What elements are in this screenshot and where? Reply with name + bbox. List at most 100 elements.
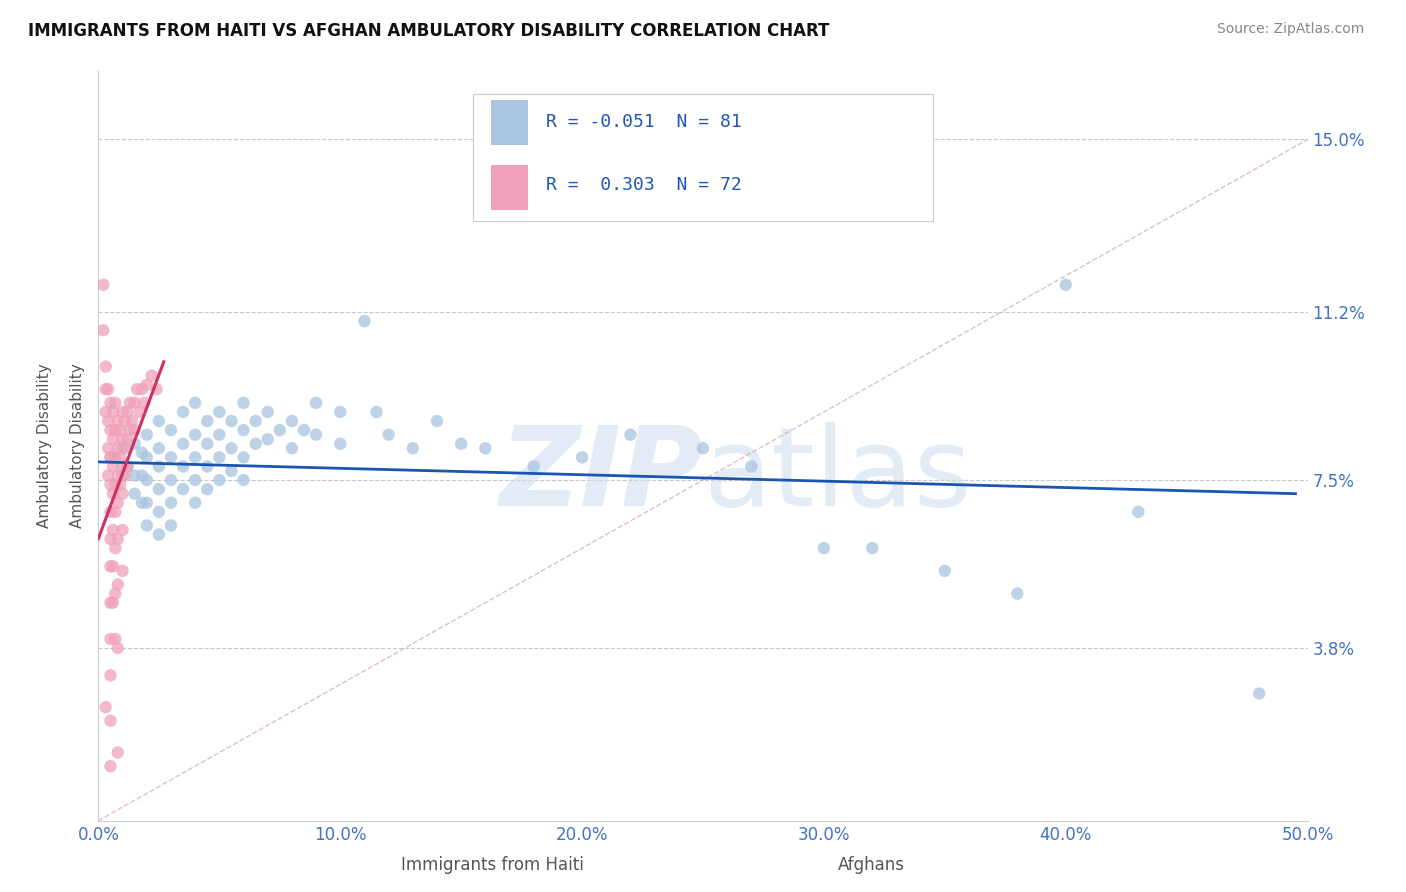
Point — [377, 427, 399, 442]
Point — [117, 405, 139, 419]
Point — [131, 468, 153, 483]
Point — [172, 405, 194, 419]
Y-axis label: Ambulatory Disability: Ambulatory Disability — [69, 364, 84, 528]
Point — [108, 477, 131, 491]
Point — [172, 436, 194, 450]
Point — [1128, 505, 1150, 519]
Point — [1007, 586, 1029, 600]
Point — [245, 436, 267, 450]
Point — [148, 527, 170, 541]
Point — [101, 405, 124, 419]
Point — [91, 323, 114, 337]
Point — [118, 423, 141, 437]
Point — [135, 496, 157, 510]
Point — [101, 523, 124, 537]
Point — [450, 436, 472, 450]
Point — [100, 450, 122, 465]
Point — [135, 473, 157, 487]
Point — [127, 382, 149, 396]
Point — [97, 382, 120, 396]
Point — [148, 459, 170, 474]
Text: Immigrants from Haiti: Immigrants from Haiti — [401, 855, 583, 873]
Point — [232, 396, 254, 410]
Point — [195, 459, 218, 474]
Point — [104, 586, 127, 600]
Point — [94, 405, 117, 419]
Point — [94, 700, 117, 714]
Point — [426, 414, 449, 428]
Point — [172, 459, 194, 474]
Point — [114, 414, 136, 428]
Point — [208, 427, 231, 442]
Point — [100, 596, 122, 610]
Point — [474, 442, 496, 456]
Point — [195, 414, 218, 428]
Point — [107, 577, 129, 591]
Point — [107, 442, 129, 456]
Point — [104, 396, 127, 410]
Point — [94, 359, 117, 374]
Point — [114, 468, 136, 483]
Point — [813, 541, 835, 556]
Point — [100, 505, 122, 519]
Point — [107, 496, 129, 510]
Point — [281, 442, 304, 456]
Point — [208, 473, 231, 487]
Point — [135, 518, 157, 533]
Point — [860, 541, 883, 556]
Text: Afghans: Afghans — [838, 855, 905, 873]
Point — [135, 377, 157, 392]
Point — [100, 423, 122, 437]
Point — [160, 496, 183, 510]
Point — [124, 423, 146, 437]
Point — [184, 496, 207, 510]
Point — [134, 396, 156, 410]
Point — [107, 746, 129, 760]
Point — [100, 632, 122, 646]
Point — [305, 427, 328, 442]
Point — [101, 459, 124, 474]
Point — [148, 442, 170, 456]
Point — [97, 468, 120, 483]
Point — [100, 477, 122, 491]
Point — [245, 414, 267, 428]
Point — [111, 523, 134, 537]
Point — [256, 405, 278, 419]
Bar — [492, 165, 527, 210]
Point — [104, 423, 127, 437]
Point — [124, 468, 146, 483]
Bar — [492, 100, 527, 145]
Point — [101, 596, 124, 610]
Point — [104, 505, 127, 519]
Point — [221, 414, 243, 428]
Point — [232, 450, 254, 465]
Point — [107, 532, 129, 546]
Point — [104, 541, 127, 556]
Point — [111, 459, 134, 474]
Point — [101, 559, 124, 574]
Point — [172, 482, 194, 496]
Point — [619, 427, 641, 442]
Point — [128, 405, 150, 419]
Point — [571, 450, 593, 465]
Point — [208, 450, 231, 465]
Point — [1054, 277, 1077, 292]
Point — [94, 382, 117, 396]
Point — [100, 396, 122, 410]
Text: Source: ZipAtlas.com: Source: ZipAtlas.com — [1216, 22, 1364, 37]
Point — [232, 473, 254, 487]
Point — [111, 564, 134, 578]
Point — [111, 442, 134, 456]
Point — [353, 314, 375, 328]
Point — [104, 632, 127, 646]
Point — [100, 714, 122, 728]
Point — [100, 559, 122, 574]
Point — [934, 564, 956, 578]
Point — [101, 432, 124, 446]
Text: IMMIGRANTS FROM HAITI VS AFGHAN AMBULATORY DISABILITY CORRELATION CHART: IMMIGRANTS FROM HAITI VS AFGHAN AMBULATO… — [28, 22, 830, 40]
Point — [329, 405, 352, 419]
Point — [523, 459, 546, 474]
Point — [108, 423, 131, 437]
Point — [104, 477, 127, 491]
Point — [124, 436, 146, 450]
